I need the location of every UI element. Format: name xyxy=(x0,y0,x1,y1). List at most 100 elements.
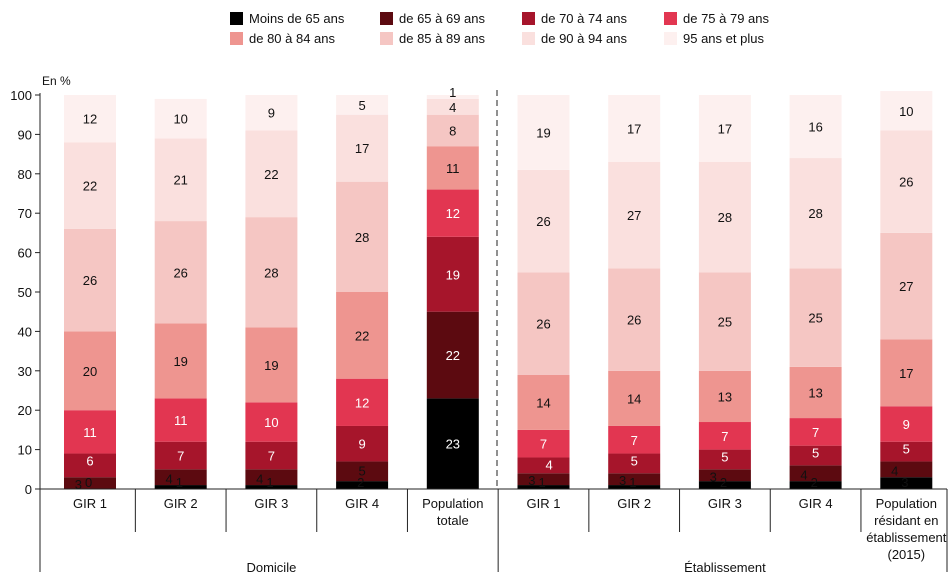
bar-segment xyxy=(336,461,389,482)
bar-segment xyxy=(789,158,842,269)
bar-value-label: 13 xyxy=(718,389,732,404)
legend-label: de 85 à 89 ans xyxy=(399,30,486,46)
legend-item-moins-de-65: Moins de 65 ans xyxy=(230,11,380,26)
y-axis-unit-label: En % xyxy=(42,74,71,88)
legend-item-80-84: de 80 à 84 ans xyxy=(230,31,380,46)
bar-value-label: 14 xyxy=(627,391,641,406)
bar-segment xyxy=(698,422,751,450)
bar-segment xyxy=(154,138,207,222)
category-label: Population totale xyxy=(422,496,483,528)
bar-segment xyxy=(426,95,479,99)
y-tick-label: 10 xyxy=(18,443,32,458)
legend-swatch xyxy=(230,11,243,25)
bar-value-label: 22 xyxy=(446,348,460,363)
bar-value-label: 0 xyxy=(85,475,92,490)
bar-value-label: 17 xyxy=(355,141,369,156)
bar-value-label: 2 xyxy=(357,475,364,490)
bar-value-label: 7 xyxy=(721,429,728,444)
bar-value-label: 19 xyxy=(536,125,550,140)
bar-value-label: 1 xyxy=(449,85,456,100)
bar-value-label: 13 xyxy=(808,385,822,400)
bar-value-label: 19 xyxy=(264,358,278,373)
bar-value-label: 26 xyxy=(536,214,550,229)
bar-value-label: 5 xyxy=(721,450,728,465)
y-tick-label: 30 xyxy=(18,364,32,379)
legend-swatch xyxy=(380,31,393,45)
bar-segment xyxy=(245,441,298,470)
bar-segment xyxy=(154,323,207,399)
bar-segment xyxy=(880,91,933,131)
bar-segment xyxy=(880,461,933,478)
bar-segment xyxy=(64,331,116,411)
bar-segment xyxy=(336,481,389,489)
bar-segment xyxy=(608,161,661,269)
bar-value-label: 17 xyxy=(899,366,913,381)
y-tick-label: 0 xyxy=(25,482,32,497)
bar-value-label: 27 xyxy=(899,279,913,294)
bar-segment xyxy=(517,374,570,430)
y-tick-label: 40 xyxy=(18,324,32,339)
bar-segment xyxy=(336,292,389,379)
bar-value-label: 3 xyxy=(619,473,626,488)
bar-value-label: 5 xyxy=(812,446,819,461)
legend-swatch xyxy=(380,11,393,25)
legend-swatch xyxy=(664,11,677,25)
legend-item-95-plus: 95 ans et plus xyxy=(664,31,806,46)
bar-segment xyxy=(426,114,479,147)
legend-label: de 75 à 79 ans xyxy=(683,10,770,26)
bar-value-label: 4 xyxy=(449,100,456,115)
bar-value-label: 5 xyxy=(631,454,638,469)
legend-swatch xyxy=(664,31,677,45)
y-tick-label: 20 xyxy=(18,403,32,418)
category-label: GIR 1 xyxy=(73,496,107,511)
bar-value-label: 5 xyxy=(903,442,910,457)
bar-segment xyxy=(154,441,207,470)
bar-value-label: 9 xyxy=(268,106,275,121)
bar-value-label: 3 xyxy=(901,475,908,490)
bar-segment xyxy=(698,449,751,470)
bar-segment xyxy=(64,95,116,143)
bar-segment xyxy=(245,469,298,486)
bar-segment xyxy=(154,398,207,442)
bar-segment xyxy=(789,418,842,446)
category-label: GIR 2 xyxy=(164,496,198,511)
bar-value-label: 3 xyxy=(710,469,717,484)
legend-item-70-74: de 70 à 74 ans xyxy=(522,11,664,26)
bar-value-label: 1 xyxy=(629,475,636,490)
bar-segment xyxy=(880,406,933,442)
bar-segment xyxy=(608,425,661,454)
bar-segment xyxy=(245,217,298,328)
legend-swatch xyxy=(522,31,535,45)
bar-segment xyxy=(336,378,389,426)
bar-segment xyxy=(698,95,751,162)
bar-value-label: 20 xyxy=(83,364,97,379)
bar-value-label: 16 xyxy=(808,120,822,135)
bar-segment xyxy=(789,481,842,489)
bar-value-label: 11 xyxy=(174,413,188,428)
bar-value-label: 9 xyxy=(358,437,365,452)
bar-value-label: 22 xyxy=(355,328,369,343)
bar-value-label: 4 xyxy=(800,467,807,482)
bar-segment xyxy=(517,95,570,170)
bar-segment xyxy=(880,339,933,407)
bar-segment xyxy=(245,485,298,489)
bar-segment xyxy=(517,272,570,375)
bar-segment xyxy=(426,98,479,115)
legend-swatch xyxy=(230,31,243,45)
legend-label: Moins de 65 ans xyxy=(249,10,345,26)
bar-value-label: 28 xyxy=(355,230,369,245)
bar-value-label: 27 xyxy=(627,208,641,223)
category-label: GIR 1 xyxy=(527,496,561,511)
bar-value-label: 2 xyxy=(720,475,727,490)
y-tick-label: 50 xyxy=(18,285,32,300)
legend-label: de 90 à 94 ans xyxy=(541,30,628,46)
bar-segment xyxy=(426,311,479,399)
bar-segment xyxy=(789,366,842,419)
bar-value-label: 7 xyxy=(177,449,184,464)
bar-segment xyxy=(789,465,842,482)
bar-value-label: 7 xyxy=(268,449,275,464)
bar-segment xyxy=(698,370,751,423)
bar-segment xyxy=(336,95,389,115)
bar-segment xyxy=(880,477,933,489)
